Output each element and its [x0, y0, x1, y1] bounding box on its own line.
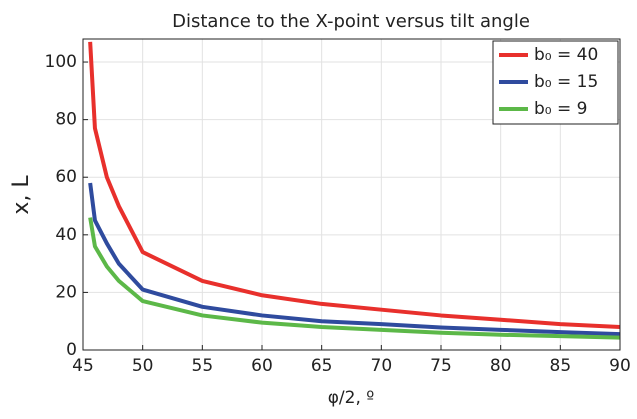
data-line — [88, 217, 620, 340]
x-tick-label: 85 — [550, 356, 572, 376]
y-axis-label: x, L — [9, 175, 34, 215]
data-line — [88, 182, 620, 337]
x-tick-label: 45 — [72, 356, 94, 376]
x-tick-label: 90 — [609, 356, 631, 376]
x-tick-label: 70 — [371, 356, 393, 376]
x-tick-label: 65 — [311, 356, 333, 376]
axes-box — [82, 38, 621, 351]
chart-title: Distance to the X-point versus tilt angl… — [172, 11, 530, 32]
legend-label: b₀ = 15 — [534, 72, 598, 92]
legend-label: b₀ = 9 — [534, 99, 587, 119]
data-line — [88, 41, 620, 329]
x-tick-label: 55 — [192, 356, 214, 376]
y-tick-label: 80 — [55, 110, 77, 130]
legend-label: b₀ = 40 — [534, 45, 598, 65]
y-tick-label: 20 — [55, 282, 77, 302]
y-tick-label: 40 — [55, 225, 77, 245]
x-axis-label: φ/2, º — [328, 388, 375, 408]
y-tick-label: 0 — [66, 340, 77, 360]
x-tick-label: 50 — [132, 356, 154, 376]
x-tick-label: 75 — [430, 356, 452, 376]
x-tick-label: 60 — [251, 356, 273, 376]
y-tick-label: 100 — [45, 52, 77, 72]
y-tick-label: 60 — [55, 167, 77, 187]
x-tick-label: 80 — [490, 356, 512, 376]
